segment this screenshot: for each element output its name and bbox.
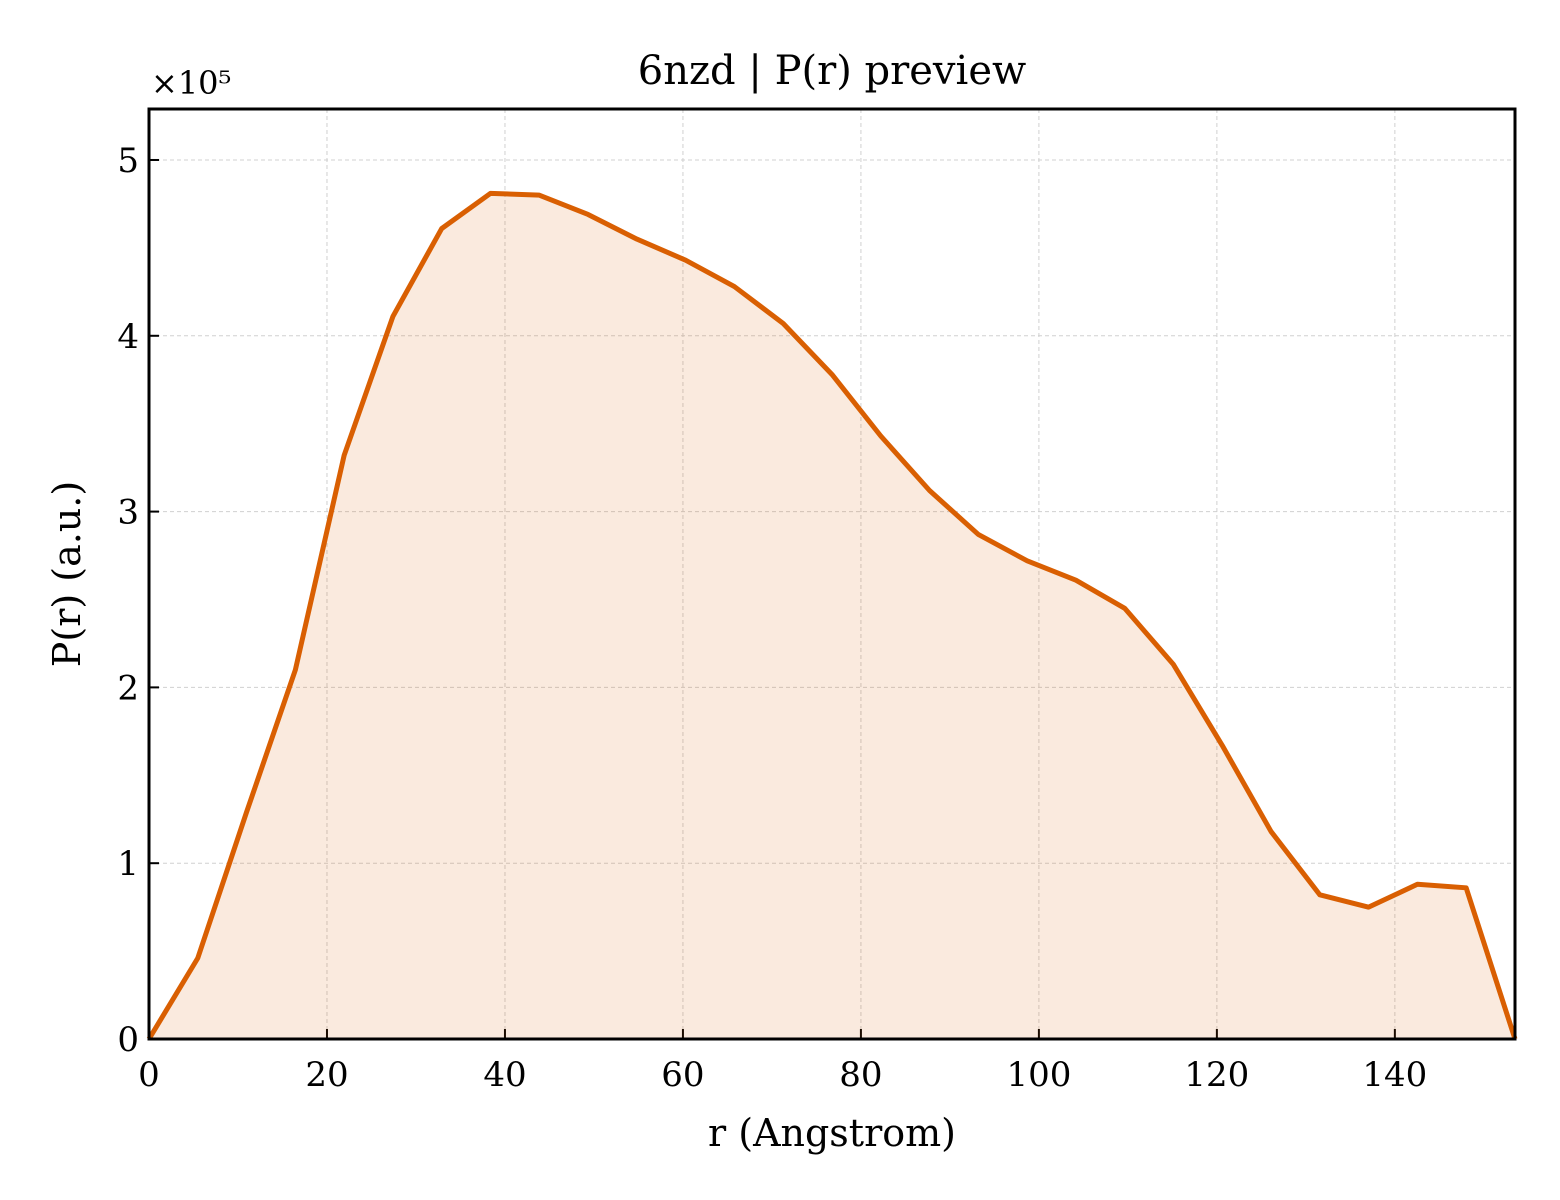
chart-title: 6nzd | P(r) preview — [638, 48, 1026, 94]
x-tick-label: 60 — [661, 1055, 704, 1095]
area — [149, 193, 1515, 1040]
x-tick-label: 100 — [1006, 1055, 1071, 1095]
y-tick-label: 3 — [117, 493, 139, 533]
y-tick-label: 1 — [117, 844, 139, 884]
x-tick-label: 120 — [1184, 1055, 1249, 1095]
x-tick-label: 20 — [305, 1055, 348, 1095]
y-tick-label: 5 — [117, 141, 139, 181]
x-tick-label: 80 — [839, 1055, 882, 1095]
line — [146, 190, 1518, 1041]
y-axis-label: P(r) (a.u.) — [45, 481, 89, 667]
x-tick-label: 140 — [1362, 1055, 1427, 1095]
x-axis-label: r (Angstrom) — [708, 1111, 956, 1155]
y-tick-label: 4 — [117, 317, 139, 357]
plot-frame — [147, 107, 1517, 1041]
y-offset-label: ×10⁵ — [151, 64, 231, 102]
y-tick-label: 0 — [117, 1020, 139, 1060]
x-tick-label: 40 — [483, 1055, 526, 1095]
x-tick-label: 0 — [138, 1055, 160, 1095]
y-tick-label: 2 — [117, 668, 139, 708]
